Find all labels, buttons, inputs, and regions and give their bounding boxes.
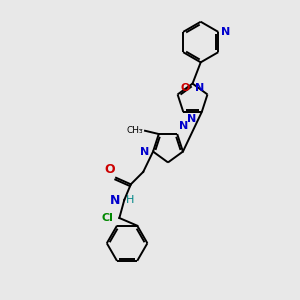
Text: N: N (221, 27, 230, 37)
Text: N: N (140, 147, 149, 157)
Text: N: N (179, 122, 188, 131)
Text: methyl: methyl (139, 129, 144, 130)
Text: N: N (195, 83, 204, 93)
Text: O: O (104, 163, 115, 176)
Text: CH₃: CH₃ (127, 126, 143, 135)
Text: N: N (187, 114, 196, 124)
Text: O: O (181, 83, 190, 93)
Text: Cl: Cl (102, 213, 114, 223)
Text: N: N (110, 194, 120, 206)
Text: H: H (126, 195, 134, 205)
